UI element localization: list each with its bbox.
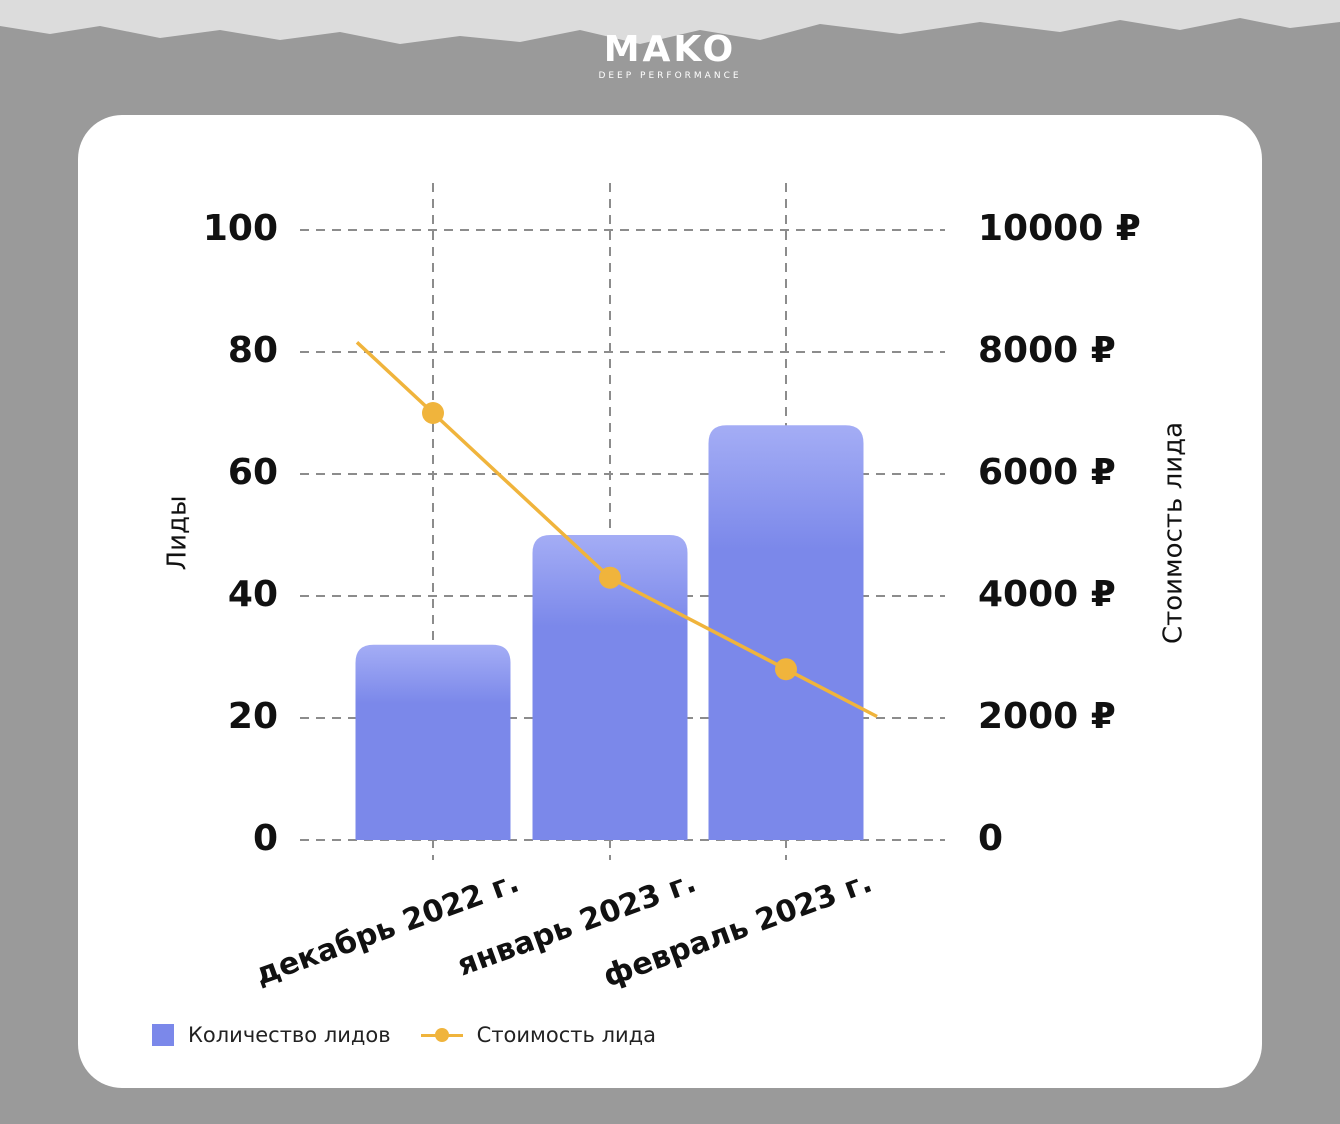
- bars: [355, 425, 864, 840]
- legend-item-leads: Количество лидов: [152, 1023, 391, 1047]
- brand-tagline: DEEP PERFORMANCE: [598, 71, 742, 81]
- category-labels: декабрь 2022 г.январь 2023 г.февраль 202…: [251, 865, 877, 995]
- right-tick-label: 4000 ₽: [978, 574, 1116, 615]
- left-tick-label: 60: [228, 452, 278, 493]
- right-tick-label: 2000 ₽: [978, 696, 1116, 737]
- left-tick-label: 20: [228, 696, 278, 737]
- bar-leads: [355, 644, 511, 840]
- legend-label-cost: Стоимость лида: [476, 1023, 657, 1047]
- bar-leads: [532, 535, 688, 840]
- left-tick-label: 100: [203, 208, 278, 249]
- right-tick-label: 10000 ₽: [978, 208, 1141, 249]
- left-tick-label: 80: [228, 330, 278, 371]
- legend-line-marker: [420, 1024, 463, 1046]
- legend-bar-swatch: [152, 1024, 174, 1046]
- left-tick-label: 0: [253, 818, 278, 859]
- right-tick-label: 0: [978, 818, 1003, 859]
- legend-item-cost: Стоимость лида: [420, 1023, 657, 1047]
- cost-line: [355, 341, 878, 719]
- right-tick-label: 8000 ₽: [978, 330, 1116, 371]
- brand-logo: MAKO DEEP PERFORMANCE: [560, 30, 780, 82]
- right-tick-label: 6000 ₽: [978, 452, 1116, 493]
- cost-point: [599, 566, 621, 589]
- right-axis-title: Стоимость лида: [1159, 422, 1189, 644]
- left-tick-label: 40: [228, 574, 278, 615]
- legend-label-leads: Количество лидов: [188, 1023, 391, 1047]
- left-axis-title: Лиды: [163, 496, 193, 571]
- cost-point: [775, 658, 797, 681]
- cost-point: [422, 402, 444, 424]
- legend: Количество лидов Стоимость лида: [152, 1020, 656, 1050]
- brand-name: MAKO: [603, 29, 737, 70]
- torn-paper-edge: [0, 0, 1340, 44]
- bar-leads: [708, 425, 864, 840]
- axis-ticks: 0 20 40 60 80 100 0 2000 ₽ 4000 ₽ 6000 ₽ 8000 ₽ 100…: [203, 208, 1141, 859]
